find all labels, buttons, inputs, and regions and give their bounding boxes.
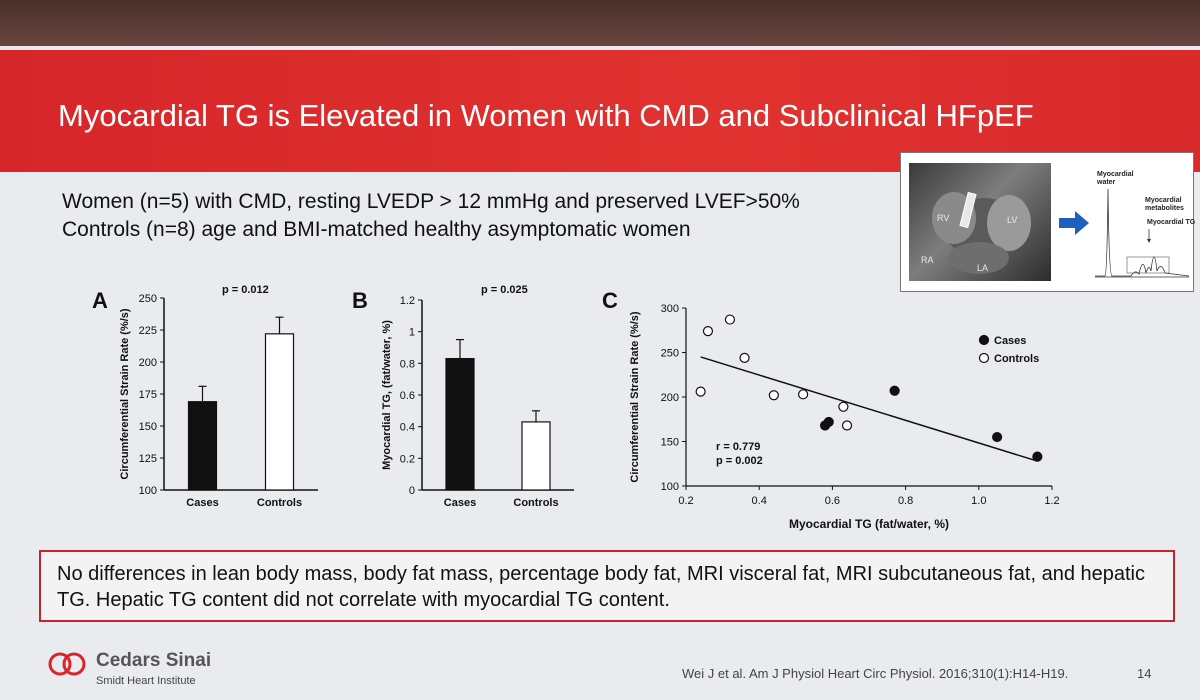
y-tick-label: 150	[139, 421, 157, 433]
point-controls	[838, 401, 849, 412]
page-number: 14	[1137, 666, 1152, 681]
x-category-label: Controls	[257, 497, 302, 509]
scatter-plot-strain-vs-tg: 100 150 200 250 300 0.2 0.4 0.6 0.8 1.0 1.2 Cases Co…	[629, 303, 1060, 531]
bar-cases	[445, 357, 475, 491]
right-arrow-icon	[1059, 211, 1089, 235]
y-tick-label: 0	[409, 485, 415, 497]
point-cases	[823, 416, 834, 428]
y-tick-label: 200	[139, 357, 157, 369]
spectrum-label-metabolites: Myocardial metabolites	[1145, 197, 1184, 212]
regression-line	[700, 356, 1038, 462]
point-controls	[841, 420, 853, 431]
y-tick-label: 300	[661, 303, 679, 315]
x-tick-label: 0.8	[898, 495, 913, 507]
subtitle-line-2: Controls (n=8) age and BMI-matched healt…	[62, 218, 691, 241]
y-tick-label: 1	[409, 327, 415, 339]
y-axis-title: Myocardial TG, (fat/water, %)	[381, 320, 393, 470]
bar-controls	[521, 421, 551, 491]
x-tick-label: 0.2	[678, 495, 693, 507]
y-tick-label: 250	[661, 348, 679, 360]
slide-title: Myocardial TG is Elevated in Women with …	[58, 98, 1034, 133]
y-tick-label: 1.2	[400, 295, 415, 307]
y-tick-label: 0.8	[400, 358, 415, 370]
point-controls	[739, 352, 750, 363]
x-tick-label: 0.6	[825, 495, 840, 507]
cedars-sinai-logo-icon	[48, 652, 86, 676]
correlation-stat: r = 0.779	[716, 441, 760, 453]
panel-a-pvalue: p = 0.012	[222, 284, 269, 296]
y-tick-label: 0.2	[400, 453, 415, 465]
y-tick-label: 200	[661, 392, 679, 404]
mri-label-la: LA	[977, 263, 989, 273]
spectrum-label-water: Myocardial water	[1097, 171, 1134, 186]
citation: Wei J et al. Am J Physiol Heart Circ Phy…	[682, 666, 1069, 681]
y-tick-label: 175	[139, 389, 157, 401]
point-controls	[798, 389, 809, 400]
legend-marker-controls	[978, 352, 990, 364]
x-category-label: Controls	[513, 497, 558, 509]
point-cases	[1032, 451, 1043, 462]
point-controls	[695, 386, 706, 397]
x-tick-label: 0.4	[752, 495, 767, 507]
point-controls	[768, 390, 779, 401]
x-tick-label: 1.2	[1044, 495, 1059, 507]
panel-a-letter: A	[92, 288, 108, 313]
mri-label-lv: LV	[1007, 215, 1018, 225]
x-category-label: Cases	[444, 497, 476, 509]
point-controls	[724, 314, 736, 325]
projection-room-background	[0, 0, 1200, 46]
mri-spectroscopy-inset: RV LV RA LA Myocardial water Myocardial …	[900, 152, 1195, 292]
bar-chart-myocardial-tg: 0 0.2 0.4 0.6 0.8 1 1.2 Cases Controls Myocardial…	[381, 295, 574, 509]
presentation-slide: Myocardial TG is Elevated in Women with …	[0, 46, 1200, 700]
correlation-stat: p = 0.002	[716, 455, 763, 467]
point-cases	[992, 431, 1003, 443]
point-controls	[702, 326, 714, 337]
logo-subtitle: Smidt Heart Institute	[96, 675, 196, 687]
y-tick-label: 0.4	[400, 422, 415, 434]
mr-spectrum-plot: Myocardial water Myocardial metabolites …	[1091, 159, 1195, 287]
title-banner: Myocardial TG is Elevated in Women with …	[0, 50, 1200, 172]
y-tick-label: 225	[139, 325, 157, 337]
legend-marker-cases	[978, 334, 990, 346]
spectrum-label-tg: Myocardial TG	[1147, 219, 1196, 226]
y-tick-label: 0.6	[400, 390, 415, 402]
y-axis-title: Circumferential Strain Rate (%/s)	[119, 308, 131, 479]
mri-label-ra: RA	[921, 255, 934, 265]
y-axis-title: Circumferential Strain Rate (%/s)	[629, 311, 641, 482]
y-tick-label: 250	[139, 293, 157, 305]
point-cases	[889, 385, 900, 396]
logo-name: Cedars Sinai	[96, 650, 212, 671]
x-axis-title: Myocardial TG (fat/water, %)	[789, 517, 949, 531]
panel-b-pvalue: p = 0.025	[481, 284, 528, 296]
x-category-label: Cases	[186, 497, 218, 509]
y-tick-label: 125	[139, 453, 157, 465]
y-tick-label: 100	[661, 481, 679, 493]
mri-label-rv: RV	[937, 213, 950, 223]
cardiac-mri-image: RV LV RA LA	[909, 163, 1051, 281]
legend-label-controls: Controls	[994, 353, 1039, 365]
bar-cases	[187, 401, 218, 491]
x-tick-label: 1.0	[971, 495, 986, 507]
y-tick-label: 100	[139, 485, 157, 497]
y-tick-label: 150	[661, 437, 679, 449]
bar-controls	[264, 333, 295, 491]
findings-note-box: No differences in lean body mass, body f…	[39, 550, 1175, 622]
bar-chart-strain-rate: 100 125 150 175 200 225 250 Cases Controls Circum…	[119, 293, 318, 509]
findings-note-text: No differences in lean body mass, body f…	[57, 563, 1145, 611]
subtitle-line-1: Women (n=5) with CMD, resting LVEDP > 12…	[62, 190, 800, 213]
panel-c-letter: C	[602, 288, 618, 313]
panel-b-letter: B	[352, 288, 368, 313]
legend-label-cases: Cases	[994, 335, 1026, 347]
